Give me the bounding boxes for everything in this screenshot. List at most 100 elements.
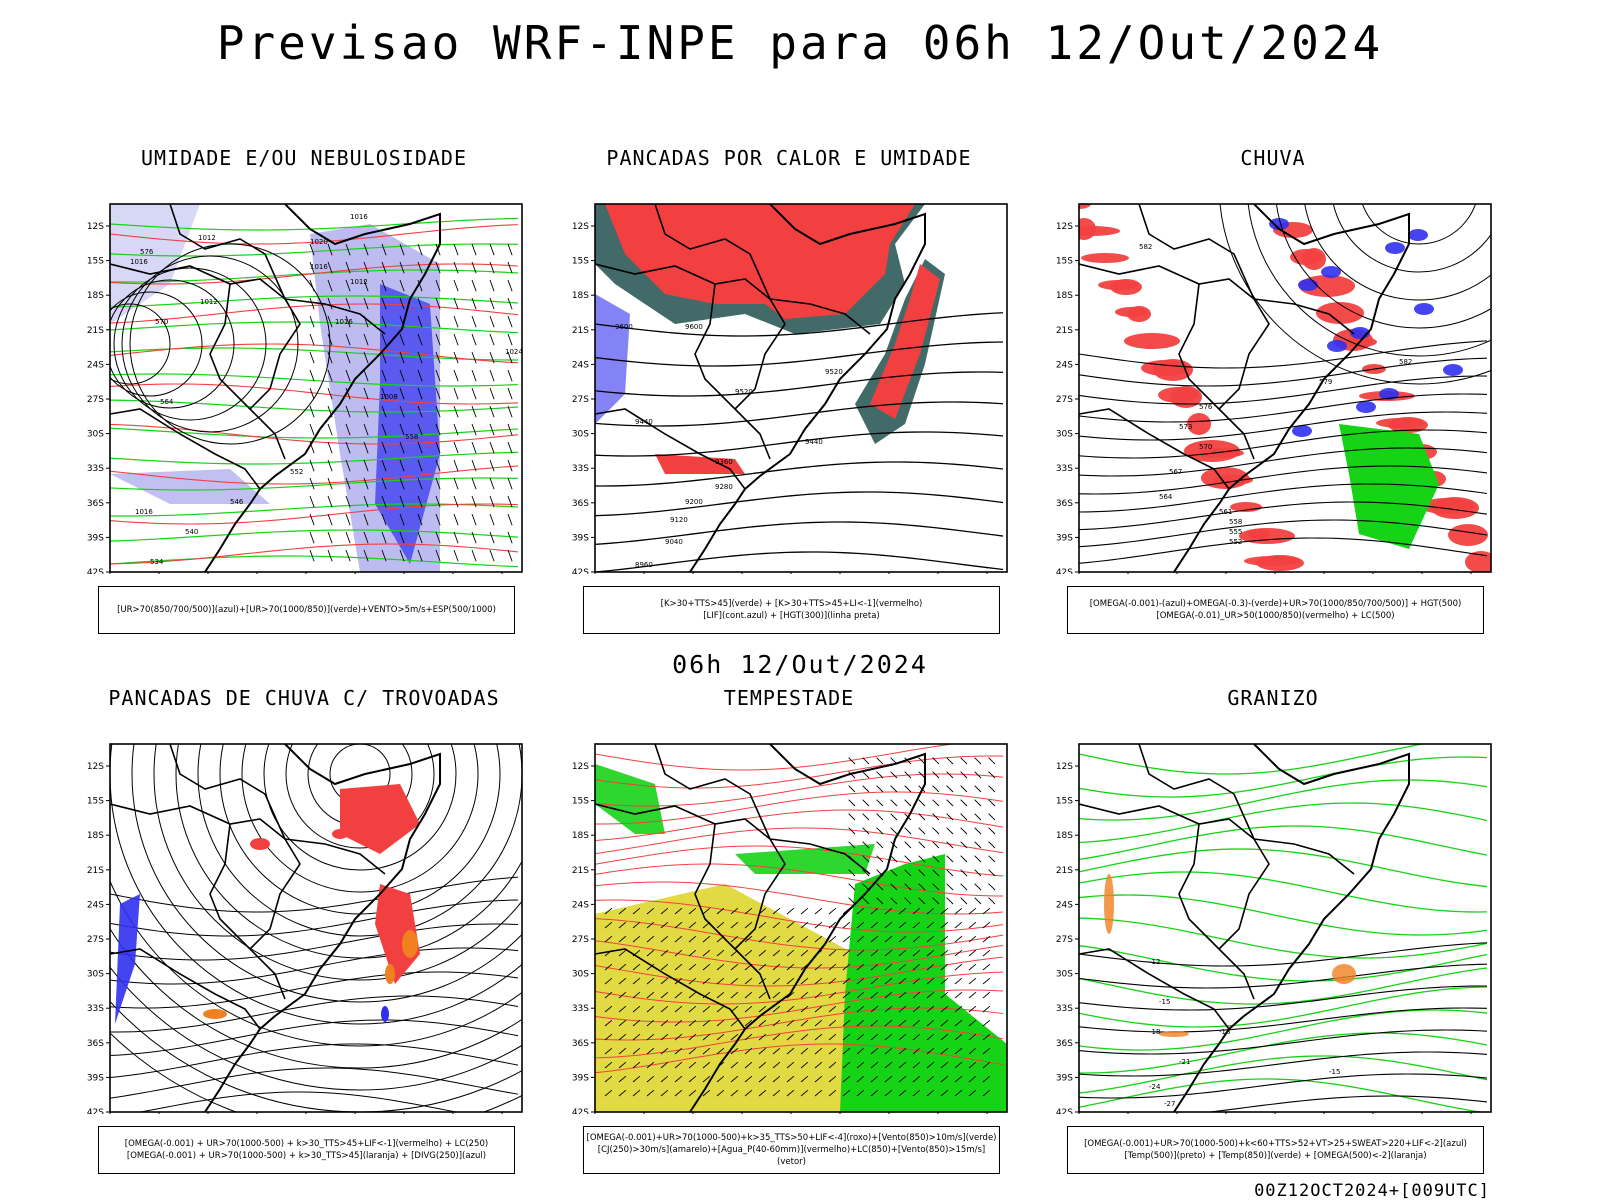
wind-vector <box>856 949 865 957</box>
wind-vector <box>988 897 996 905</box>
wind-vector <box>954 1061 963 1069</box>
forecast-map[interactable]: 12S15S18S21S24S27S30S33S36S39S42S70W65W6… <box>84 714 524 1114</box>
wind-vector <box>417 315 423 328</box>
wind-vector <box>716 1089 725 1097</box>
lat-label: 39S <box>572 1073 589 1083</box>
wind-vector <box>345 297 351 310</box>
map-frame <box>594 203 1008 573</box>
wind-vector <box>399 495 405 508</box>
map-background <box>1079 744 1491 1112</box>
wind-vector <box>507 261 513 274</box>
wind-vector <box>884 1047 893 1055</box>
wind-vector <box>674 1075 683 1083</box>
wind-vector <box>904 771 912 779</box>
wind-vector <box>489 549 495 562</box>
wind-vector <box>940 1061 949 1069</box>
wind-vector <box>800 991 809 999</box>
wind-vector <box>688 935 697 943</box>
contour-label: -27 <box>1164 1100 1175 1108</box>
wind-vector <box>604 963 613 971</box>
wind-vector <box>435 423 441 436</box>
forecast-map[interactable]: -12 -15 -18 -21 -24 -27 -18 -15 12S 15S 18S 21S 24S 2… <box>1053 714 1493 1114</box>
wind-vector <box>828 963 837 971</box>
map-content: 1012 1016 1016 1016 1012 1012 1016 1020 1016 1024… <box>110 204 523 572</box>
lat-label: 15S <box>87 257 104 267</box>
forecast-map[interactable]: 582 582 579 576 573 570 567 564 561 558 555 552 12S 1… <box>1053 174 1493 574</box>
country-border <box>694 823 771 1000</box>
wind-vector <box>968 907 977 915</box>
lat-label: 42S <box>572 568 589 574</box>
wind-vector <box>884 907 893 915</box>
country-border <box>654 744 771 840</box>
wind-vector <box>399 477 405 490</box>
wind-vector <box>828 935 837 943</box>
temp500-contour <box>1079 1029 1488 1055</box>
wind-vector <box>856 1019 865 1027</box>
coastline <box>1173 744 1410 1112</box>
wind-vector <box>363 261 369 274</box>
streamline <box>110 1043 519 1079</box>
wind-vector <box>507 279 513 292</box>
wind-vector <box>489 495 495 508</box>
panel-trovoadas: PANCADAS DE CHUVA C/ TROVOADAS 12S 15S 18S… <box>84 686 523 1174</box>
wind-vector <box>507 297 513 310</box>
wind-vector <box>946 897 954 905</box>
wind-vector <box>688 1019 697 1027</box>
wind-vector <box>954 907 963 915</box>
wind-vector <box>912 935 921 943</box>
wind-vector <box>399 333 405 346</box>
wind-vector <box>974 883 982 891</box>
wind-vector <box>932 869 940 877</box>
lat-label: 27S <box>1056 935 1073 945</box>
wind-vector <box>309 279 315 292</box>
wind-vector <box>960 883 968 891</box>
wind-vector <box>918 883 926 891</box>
lat-label: 30S <box>1056 430 1073 440</box>
contour-label: 1024 <box>505 348 523 356</box>
wind-vector <box>716 949 725 957</box>
wind-vector <box>632 1061 641 1069</box>
wind-vector <box>904 827 912 835</box>
forecast-map[interactable]: 1012 1016 1016 1016 1012 1012 1016 1020 1016 1024… <box>84 174 524 574</box>
forecast-map[interactable]: 9600 9520 9440 9360 9280 9200 9120 9040 8960 9600… <box>569 174 1009 574</box>
wind-vector <box>786 1089 795 1097</box>
wind-vector <box>926 1061 935 1069</box>
wind-vector <box>381 333 387 346</box>
streamline <box>285 744 435 849</box>
wind-vector <box>786 1033 795 1041</box>
wind-vector <box>660 1075 669 1083</box>
storm-area-orange <box>203 1009 227 1019</box>
wind-vector <box>716 1033 725 1041</box>
wind-vector <box>345 369 351 382</box>
wind-vector <box>772 935 781 943</box>
lat-label: 36S <box>87 1039 104 1049</box>
legend-line: [Temp(500)](preto) + [Temp(850)](verde) … <box>1124 1151 1427 1161</box>
contour-label: 576 <box>1199 403 1213 411</box>
coastline <box>689 744 926 1112</box>
wind-vector <box>842 991 851 999</box>
wind-vector <box>988 883 996 891</box>
wind-vector <box>674 1047 683 1055</box>
wind-vector <box>345 405 351 418</box>
wind-vector <box>660 921 669 929</box>
wind-vector <box>716 1047 725 1055</box>
precipitable-water-contour <box>595 881 1004 915</box>
wind-vector <box>946 869 954 877</box>
wind-vector <box>363 441 369 454</box>
contour-label: 9600 <box>685 323 703 331</box>
wind-vector <box>660 963 669 971</box>
wind-vector <box>674 991 683 999</box>
streamline <box>131 744 522 1003</box>
wind-vector <box>982 907 991 915</box>
wind-vector <box>912 1089 921 1097</box>
forecast-map[interactable]: 12S15S18S21S24S27S30S33S36S39S42S70W65W6… <box>569 714 1009 1114</box>
wind-vector <box>453 405 459 418</box>
lat-label: 24S <box>87 360 104 370</box>
omega-humidity-area <box>1247 529 1271 539</box>
wind-vector <box>632 907 641 915</box>
wind-vector <box>327 423 333 436</box>
temp500-contour <box>1079 1007 1488 1033</box>
contour-label: 582 <box>1139 243 1152 251</box>
divergence-area <box>381 1006 389 1022</box>
wind-vector <box>327 387 333 400</box>
